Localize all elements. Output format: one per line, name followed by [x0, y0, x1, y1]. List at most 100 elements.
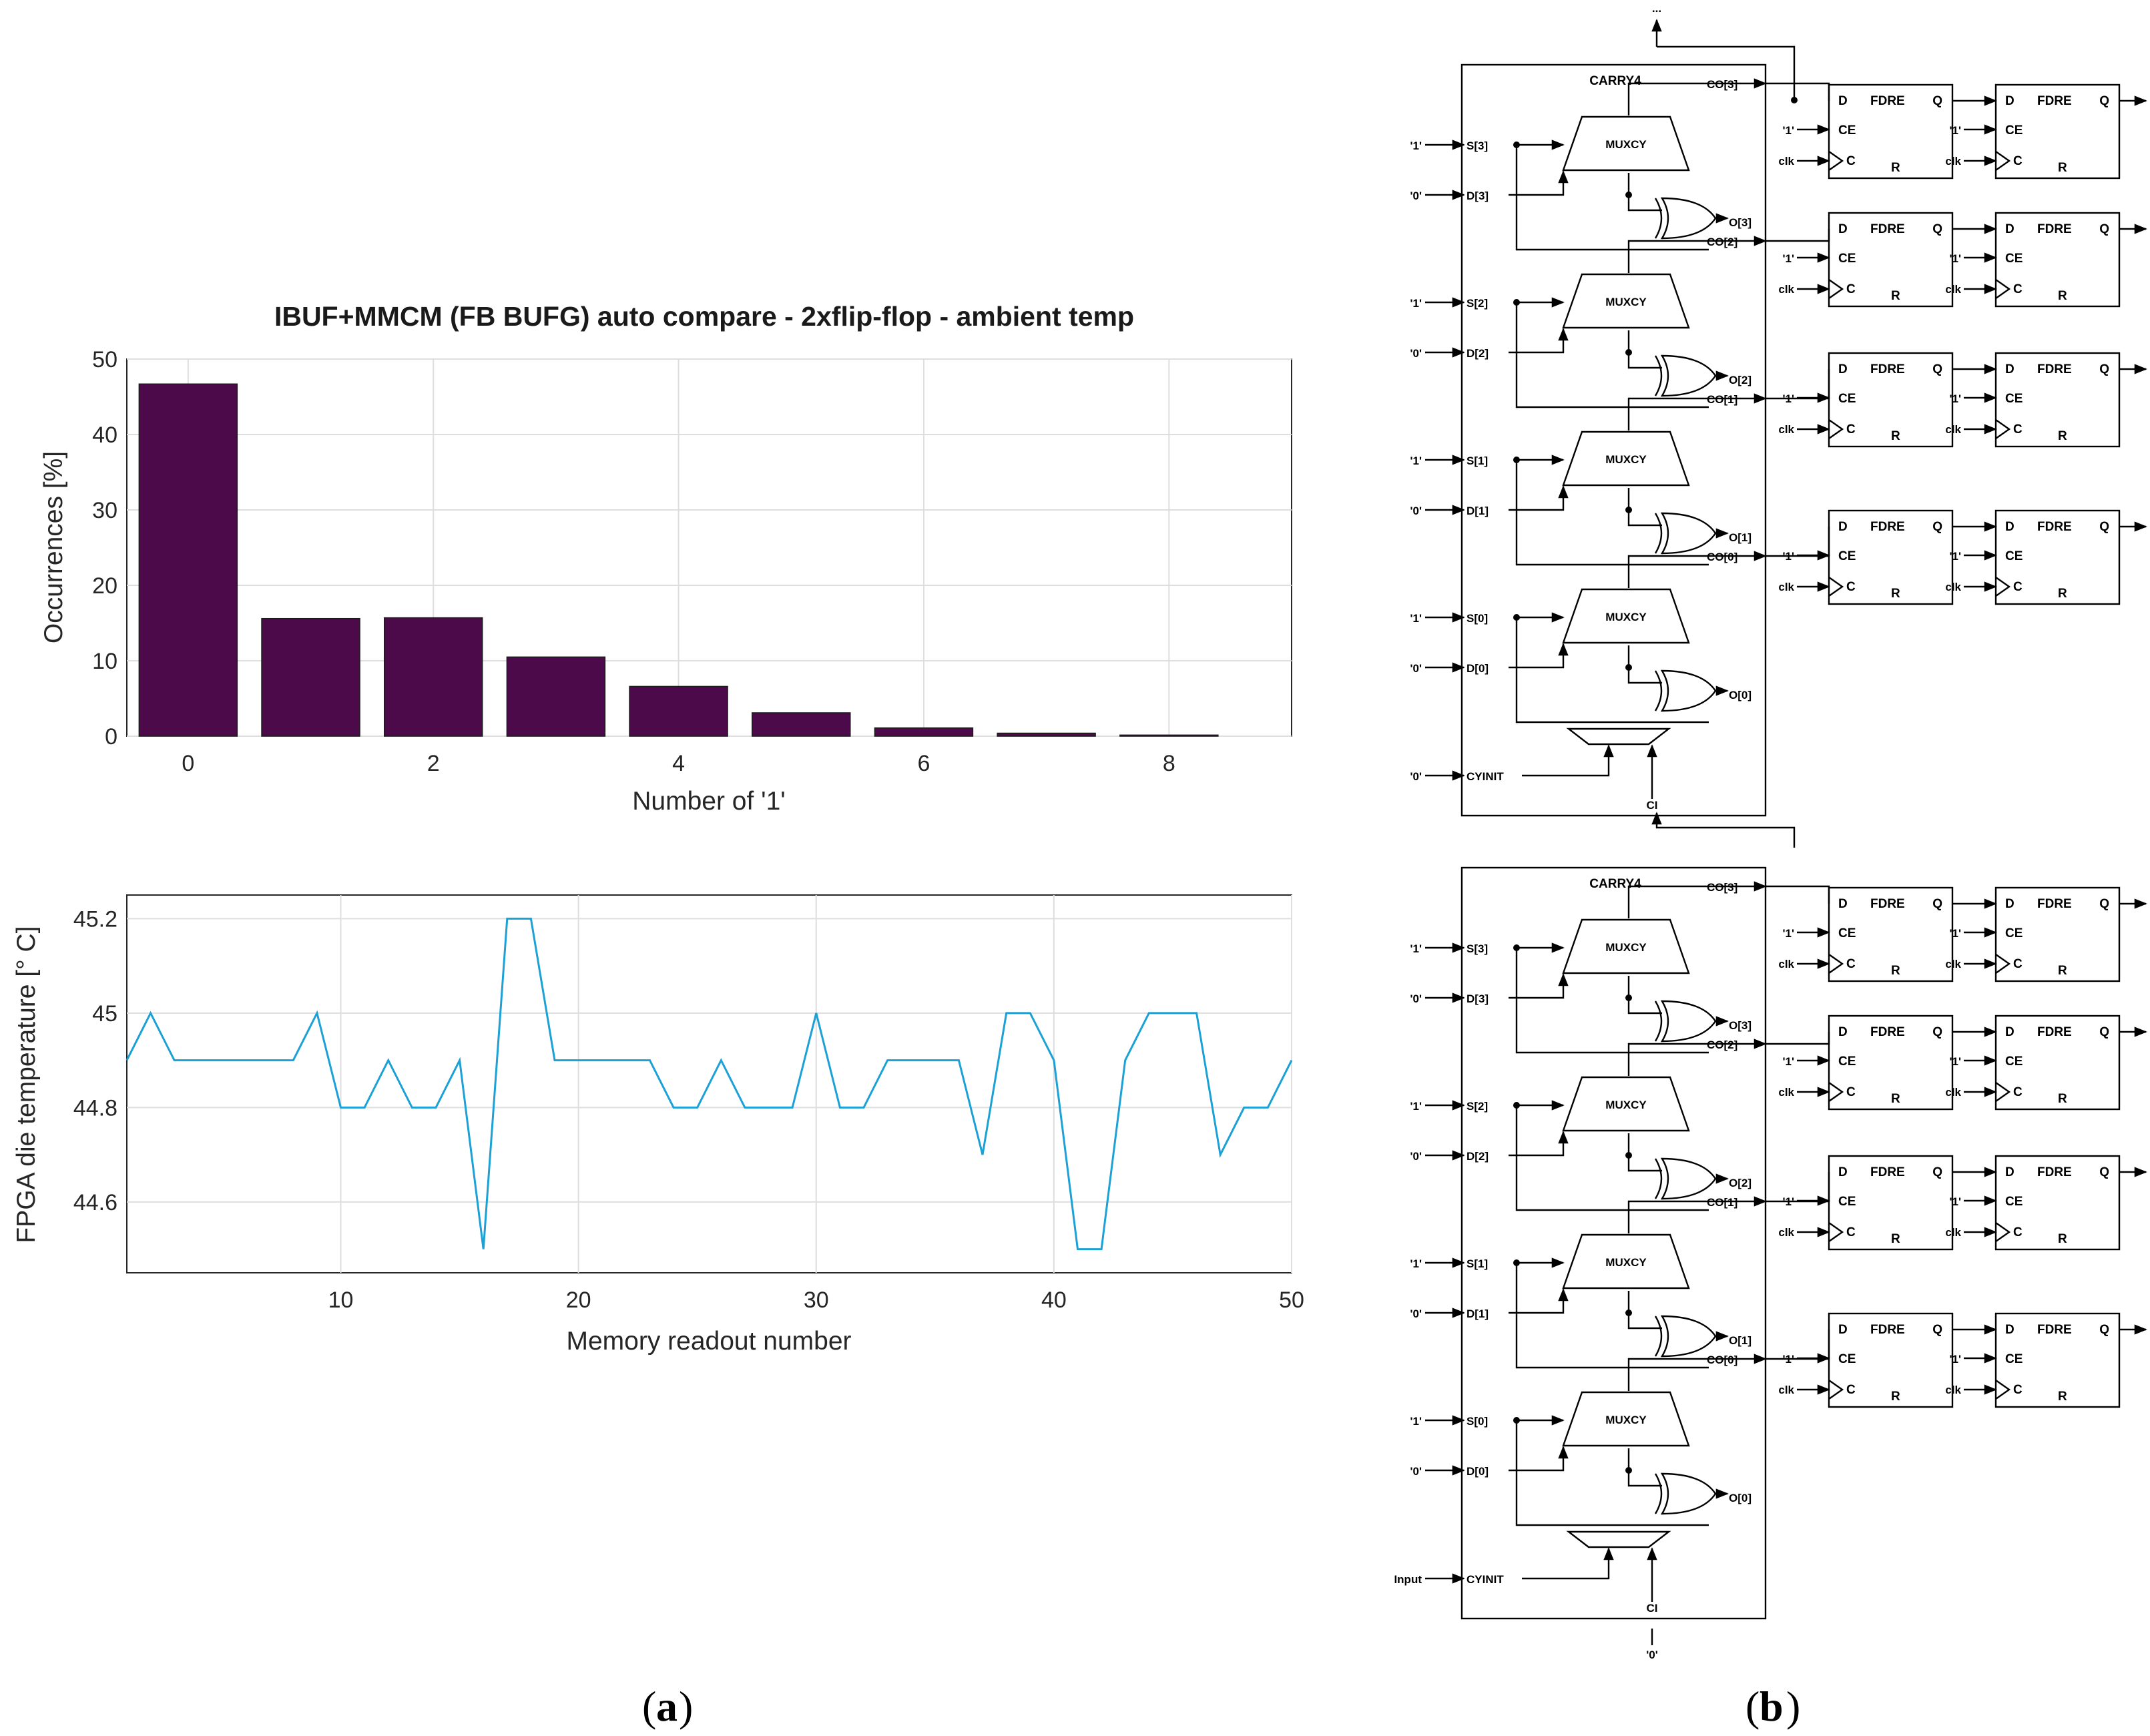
fdre-flipflop [1994, 1015, 2121, 1111]
xor-gate-curve [1654, 1000, 1663, 1042]
bar-marks [138, 383, 1219, 737]
fdre-flipflop [1994, 509, 2121, 605]
ff-pin-r: R [1891, 161, 1900, 175]
ff-label: FDRE [2037, 362, 2072, 376]
ff-label: FDRE [2037, 520, 2072, 534]
co-wire [1627, 1354, 1767, 1391]
co-pin: CO[2] [1707, 1039, 1737, 1051]
line-y-axis-label: FPGA die temperature [° C] [12, 926, 41, 1243]
ff-pin-ce: CE [2005, 1352, 2023, 1366]
clock-triangle [1828, 279, 1844, 299]
muxcy [1562, 1233, 1690, 1289]
ff-clk-label: clk [1945, 283, 1961, 296]
xor-gate [1660, 1472, 1717, 1515]
ff-label: FDRE [1870, 94, 1905, 108]
clock-triangle [1828, 577, 1844, 597]
bar-y-ticks: 0 10 20 30 40 50 [92, 347, 117, 750]
co-wire [1627, 236, 1767, 273]
ff-pin-r: R [2058, 161, 2067, 175]
carry4-label: CARRY4 [1589, 877, 1641, 891]
ff-pin-ce: CE [1838, 252, 1856, 266]
junction-dot [1625, 664, 1632, 671]
ff-pin-d: D [1838, 222, 1848, 236]
bar-chart-title: IBUF+MMCM (FB BUFG) auto compare - 2xfli… [274, 301, 1134, 332]
line-y-tick-label: 45 [92, 1001, 117, 1027]
ff-pin-c: C [2013, 1225, 2023, 1239]
d-const: '0' [1410, 190, 1422, 202]
o-pin: O[0] [1729, 1492, 1752, 1504]
ff-clk-label: clk [1778, 283, 1794, 296]
ff-pin-ce: CE [1838, 926, 1856, 940]
ff-label: FDRE [2037, 94, 2072, 108]
ff-pin-d: D [2005, 1025, 2014, 1039]
ff-pin-q: Q [2099, 1025, 2109, 1039]
ff-pin-ce: CE [1838, 549, 1856, 563]
bar-chart: IBUF+MMCM (FB BUFG) auto compare - 2xfli… [39, 301, 1292, 816]
ff-ce-const: '1' [1949, 1195, 1961, 1208]
ff-clk-label: clk [1945, 581, 1961, 593]
ff-pin-r: R [1891, 1092, 1900, 1106]
ff-pin-c: C [2013, 154, 2023, 168]
muxcy-label: MUXCY [1605, 941, 1647, 954]
bar-y-tick-label: 0 [105, 724, 117, 750]
xor-gate-curve [1654, 670, 1663, 711]
bar-mark [383, 617, 483, 737]
muxcy-label: MUXCY [1605, 296, 1647, 308]
clock-triangle [1828, 1082, 1844, 1102]
ff-pin-q: Q [2099, 1323, 2109, 1337]
ff-pin-q: Q [2099, 94, 2109, 108]
ff-pin-c: C [2013, 1085, 2023, 1099]
s-pin: S[0] [1466, 1415, 1488, 1428]
clock-triangle [1828, 419, 1844, 439]
d-pin: D[1] [1466, 505, 1489, 517]
s-pin: S[0] [1466, 612, 1488, 625]
s-pin: S[2] [1466, 1100, 1488, 1113]
co-pin: CO[3] [1707, 881, 1737, 894]
bar-y-tick-label: 20 [92, 573, 117, 599]
line-x-axis-label: Memory readout number [566, 1327, 851, 1356]
ff-pin-c: C [1846, 282, 1856, 296]
s-const: '1' [1410, 1415, 1422, 1428]
cyinit-pin: CYINIT [1466, 1573, 1504, 1586]
ff-pin-ce: CE [1838, 1055, 1856, 1069]
top-ellipsis: ... [1652, 2, 1661, 15]
ff-ce-const: '1' [1949, 124, 1961, 137]
ff-pin-d: D [2005, 94, 2014, 108]
muxcy [1562, 273, 1690, 329]
carry-to-xor [1627, 645, 1662, 684]
s-to-xor [1515, 460, 1709, 566]
ff-label: FDRE [1870, 520, 1905, 534]
d-pin: D[3] [1466, 992, 1489, 1005]
bar-y-axis-label: Occurrences [%] [39, 451, 68, 643]
ff-label: FDRE [2037, 897, 2072, 911]
d-pin: D[2] [1466, 1150, 1489, 1163]
co-wire [1627, 1039, 1767, 1076]
ff-pin-ce: CE [2005, 1055, 2023, 1069]
co-wire [1627, 1196, 1767, 1233]
ff-pin-q: Q [1932, 1025, 1942, 1039]
svg-text:(: ( [1745, 1683, 1760, 1730]
ff-pin-c: C [1846, 1085, 1856, 1099]
ff-pin-q: Q [1932, 1165, 1942, 1179]
o-pin: O[0] [1729, 689, 1752, 701]
ff-pin-c: C [2013, 580, 2023, 594]
panel-label-b: ( b ) [1745, 1683, 1800, 1730]
carry-to-xor [1627, 488, 1662, 527]
xor-gate [1660, 1000, 1717, 1043]
ff-ce-const: '1' [1949, 252, 1961, 265]
clock-triangle [1828, 151, 1844, 171]
ff-clk-label: clk [1778, 423, 1794, 436]
ff-pin-r: R [2058, 429, 2067, 443]
muxcy [1562, 588, 1690, 644]
ff-pin-r: R [1891, 429, 1900, 443]
line-y-ticks: 44.6 44.8 45 45.2 [73, 906, 117, 1215]
carry-to-xor [1627, 1448, 1662, 1487]
xor-gate-curve [1654, 1316, 1663, 1357]
ff-label: FDRE [2037, 1323, 2072, 1337]
ff-pin-ce: CE [2005, 1195, 2023, 1209]
ff-pin-c: C [1846, 154, 1856, 168]
ff-clk-label: clk [1778, 581, 1794, 593]
clock-triangle [1828, 1380, 1844, 1400]
bar-x-axis-label: Number of '1' [632, 787, 786, 816]
muxcy-label: MUXCY [1605, 453, 1647, 466]
